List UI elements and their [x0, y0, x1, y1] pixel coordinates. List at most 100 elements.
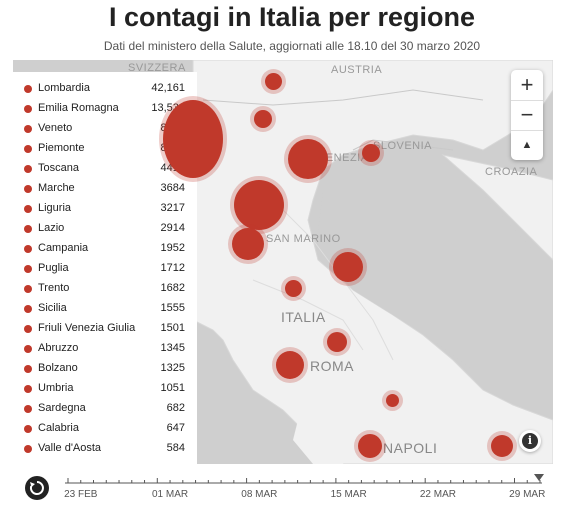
bubble-molise[interactable]	[386, 394, 399, 407]
legend-dot-icon	[24, 205, 32, 213]
legend-region-name: Abruzzo	[38, 342, 79, 354]
legend-dot-icon	[24, 125, 32, 133]
zoom-divider	[511, 100, 543, 101]
legend-region-value: 2914	[160, 222, 185, 234]
zoom-in-button[interactable]: +	[520, 72, 534, 97]
legend-region-value: 1682	[160, 282, 185, 294]
legend-region-value: 647	[166, 422, 185, 434]
legend-row: Lazio 2914	[13, 220, 197, 238]
page-title: I contagi in Italia per regione	[108, 2, 476, 32]
timeline[interactable]: 23 FEB 01 MAR 08 MAR 15 MAR 22 MAR 29 MAR	[60, 474, 550, 505]
legend-region-value: 1345	[160, 342, 185, 354]
legend-row: Valle d'Aosta 584	[13, 440, 197, 458]
timeline-handle-icon[interactable]	[534, 474, 544, 481]
legend-dot-icon	[24, 145, 32, 153]
legend-region-name: Marche	[38, 182, 75, 194]
legend-dot-icon	[24, 405, 32, 413]
bubble-puglia[interactable]	[491, 435, 513, 457]
legend-dot-icon	[24, 185, 32, 193]
legend: Lombardia 42,161 Emilia Romagna 13,531 Venet…	[13, 72, 197, 464]
replay-icon	[29, 481, 44, 495]
bubble-umbria[interactable]	[285, 280, 302, 297]
label-roma: ROMA	[310, 358, 354, 374]
bubble-lazio[interactable]	[276, 351, 304, 379]
legend-region-name: Friuli Venezia Giulia	[38, 322, 136, 334]
timeline-label: 29 MAR	[509, 489, 546, 500]
legend-row: Marche 3684	[13, 180, 197, 198]
timeline-label: 01 MAR	[151, 489, 189, 500]
legend-row: Campania 1952	[13, 240, 197, 258]
legend-region-name: Puglia	[38, 262, 69, 274]
info-button[interactable]: i	[519, 430, 541, 452]
bubble-emilia-romagna[interactable]	[234, 180, 284, 230]
legend-dot-icon	[24, 165, 32, 173]
legend-region-name: Emilia Romagna	[38, 102, 119, 114]
timeline-label: 08 MAR	[241, 489, 278, 500]
bubble-abruzzo[interactable]	[327, 332, 347, 352]
zoom-control: + − ▲	[511, 70, 543, 160]
legend-region-value: 3684	[160, 182, 185, 194]
bubble-toscana[interactable]	[232, 228, 264, 260]
legend-region-name: Veneto	[38, 122, 73, 134]
bubble-friuli[interactable]	[362, 144, 380, 162]
legend-dot-icon	[24, 265, 32, 273]
map[interactable]: SVIZZERA AUSTRIA SLOVENIA CROAZIA VENEZI…	[13, 60, 553, 464]
legend-dot-icon	[24, 225, 32, 233]
zoom-out-button[interactable]: −	[520, 102, 534, 127]
legend-dot-icon	[24, 445, 32, 453]
legend-region-name: Valle d'Aosta	[38, 442, 102, 454]
info-icon: i	[522, 433, 538, 449]
legend-region-value: 3217	[160, 202, 185, 214]
legend-dot-icon	[24, 245, 32, 253]
legend-region-name: Campania	[38, 242, 89, 254]
timeline-label: 22 MAR	[419, 489, 456, 500]
legend-region-name: Piemonte	[38, 142, 85, 154]
bubble-bolzano[interactable]	[265, 73, 282, 90]
legend-region-value: 584	[166, 442, 185, 454]
label-austria: AUSTRIA	[331, 64, 383, 76]
legend-dot-icon	[24, 105, 32, 113]
legend-region-value: 1501	[160, 322, 185, 334]
zoom-divider	[511, 130, 543, 131]
timeline-label: 15 MAR	[330, 489, 367, 500]
legend-row: Lombardia 42,161	[13, 80, 197, 98]
legend-row: Friuli Venezia Giulia 1501	[13, 320, 197, 338]
legend-row: Sardegna 682	[13, 400, 197, 418]
legend-dot-icon	[24, 385, 32, 393]
legend-row: Abruzzo 1345	[13, 340, 197, 358]
legend-dot-icon	[24, 425, 32, 433]
bubble-lombardia[interactable]	[163, 100, 223, 178]
bubble-marche[interactable]	[333, 252, 363, 282]
legend-row: Liguria 3217	[13, 200, 197, 218]
legend-dot-icon	[24, 305, 32, 313]
legend-dot-icon	[24, 325, 32, 333]
compass-button[interactable]: ▲	[511, 130, 543, 160]
replay-button[interactable]	[25, 476, 49, 500]
timeline-axis	[65, 478, 542, 484]
legend-dot-icon	[24, 85, 32, 93]
legend-region-name: Lombardia	[38, 82, 90, 94]
legend-dot-icon	[24, 345, 32, 353]
legend-region-name: Bolzano	[38, 362, 78, 374]
legend-region-name: Liguria	[38, 202, 72, 214]
label-napoli: NAPOLI	[383, 440, 438, 456]
bubble-veneto[interactable]	[288, 139, 328, 179]
label-venezia: VENEZIA	[318, 152, 369, 164]
legend-region-value: 1555	[160, 302, 185, 314]
legend-row: Umbria 1051	[13, 380, 197, 398]
label-slovenia: SLOVENIA	[373, 140, 433, 152]
legend-region-value: 1325	[160, 362, 185, 374]
legend-row: Trento 1682	[13, 280, 197, 298]
legend-region-name: Trento	[38, 282, 70, 294]
bubble-trento[interactable]	[254, 110, 272, 128]
legend-region-value: 1712	[160, 262, 185, 274]
compass-icon: ▲	[521, 139, 533, 151]
legend-region-value: 42,161	[151, 82, 185, 94]
label-croazia: CROAZIA	[485, 166, 538, 178]
legend-region-name: Sicilia	[38, 302, 67, 314]
bubble-campania[interactable]	[358, 434, 382, 458]
legend-row: Bolzano 1325	[13, 360, 197, 378]
legend-region-name: Toscana	[38, 162, 79, 174]
legend-region-name: Calabria	[38, 422, 79, 434]
legend-region-value: 1051	[160, 382, 185, 394]
